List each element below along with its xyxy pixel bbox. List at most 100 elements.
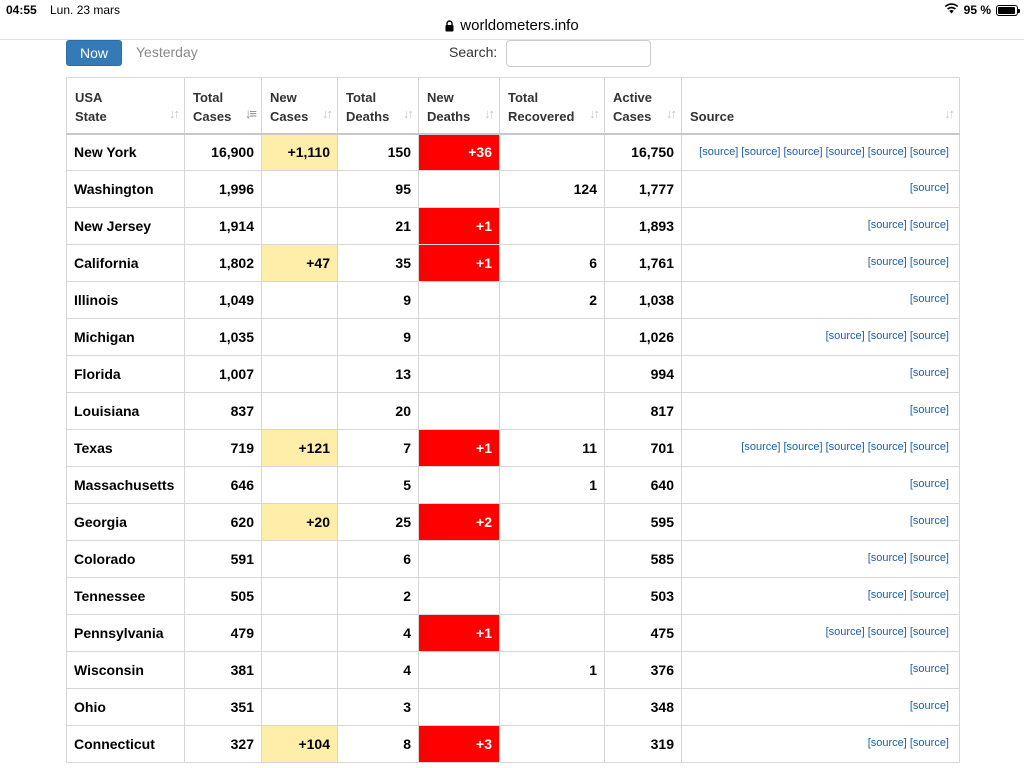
source-link[interactable]: [source] (825, 145, 865, 158)
cell-active-cases: 319 (604, 725, 682, 763)
cell-new-cases (261, 577, 338, 615)
cell-active-cases: 16,750 (604, 133, 682, 171)
cell-state: Connecticut (66, 725, 185, 763)
source-link[interactable]: [source] (909, 441, 949, 453)
source-link[interactable]: [source] (867, 330, 907, 342)
cell-total-deaths: 6 (337, 540, 419, 578)
cell-total-recovered: 124 (499, 170, 605, 208)
source-link[interactable]: [source] (909, 663, 949, 675)
cell-active-cases: 817 (604, 392, 682, 430)
cell-state: Washington (66, 170, 185, 208)
column-header-source[interactable]: Source ↓↑ (681, 77, 960, 135)
source-link[interactable]: [source] (909, 737, 949, 749)
cell-total-deaths: 20 (337, 392, 419, 430)
column-header-total-deaths[interactable]: Total Deaths ↓↑ (337, 77, 419, 135)
source-link[interactable]: [source] (867, 552, 907, 564)
cell-new-deaths (418, 651, 500, 689)
wifi-icon (944, 3, 959, 17)
source-link[interactable]: [source] (909, 478, 949, 490)
cell-total-deaths: 9 (337, 281, 419, 319)
source-link[interactable]: [source] (909, 367, 949, 379)
cell-sources: [source] (681, 170, 960, 208)
cell-active-cases: 503 (604, 577, 682, 615)
source-link[interactable]: [source] (909, 145, 949, 158)
source-link[interactable]: [source] (909, 552, 949, 564)
source-link[interactable]: [source] (909, 589, 949, 601)
source-link[interactable]: [source] (867, 737, 907, 749)
column-header-new-cases[interactable]: New Cases ↓↑ (261, 77, 338, 135)
cell-state: Ohio (66, 688, 185, 726)
column-header-active-cases[interactable]: Active Cases ↓↑ (604, 77, 682, 135)
cell-active-cases: 994 (604, 355, 682, 393)
cell-total-deaths: 95 (337, 170, 419, 208)
cell-new-cases (261, 207, 338, 245)
cell-total-recovered: 1 (499, 651, 605, 689)
usa-states-table: USA State ↓↑ Total Cases ↓≡ New Cases ↓↑ Total… (66, 77, 960, 763)
source-link[interactable]: [source] (867, 441, 907, 453)
cell-total-cases: 1,049 (184, 281, 262, 319)
yesterday-tab-button[interactable]: Yesterday (136, 44, 198, 60)
source-link[interactable]: [source] (909, 256, 949, 268)
cell-sources: [source] [source] (681, 725, 960, 763)
column-header-total-recovered[interactable]: Total Recovered ↓↑ (499, 77, 605, 135)
table-body: New York 16,900 +1,110 150 +36 16,750 [source]… (66, 133, 960, 763)
cell-new-cases: +47 (261, 244, 338, 282)
column-header-new-deaths[interactable]: New Deaths ↓↑ (418, 77, 500, 135)
address-bar[interactable]: worldometers.info (0, 16, 1024, 40)
cell-active-cases: 376 (604, 651, 682, 689)
source-link[interactable]: [source] (867, 145, 907, 158)
source-link[interactable]: [source] (867, 219, 907, 231)
source-link[interactable]: [source] (741, 145, 781, 158)
cell-sources: [source] (681, 503, 960, 541)
sort-icon: ↓↑ (169, 105, 180, 121)
cell-sources: [source] (681, 688, 960, 726)
cell-total-deaths: 25 (337, 503, 419, 541)
source-link[interactable]: [source] (825, 626, 865, 638)
cell-active-cases: 1,761 (604, 244, 682, 282)
cell-new-deaths (418, 688, 500, 726)
sort-icon: ↓↑ (944, 105, 955, 121)
battery-icon (996, 4, 1020, 16)
source-link[interactable]: [source] (867, 256, 907, 268)
search-input[interactable] (506, 40, 651, 67)
cell-state: Massachusetts (66, 466, 185, 504)
cell-new-cases (261, 688, 338, 726)
cell-new-cases (261, 355, 338, 393)
source-link[interactable]: [source] (909, 700, 949, 712)
cell-state: Wisconsin (66, 651, 185, 689)
table-row: New York 16,900 +1,110 150 +36 16,750 [source]… (66, 133, 960, 171)
source-link[interactable]: [source] (909, 293, 949, 305)
cell-state: New York (66, 133, 185, 171)
source-link[interactable]: [source] (909, 626, 949, 638)
cell-total-cases: 327 (184, 725, 262, 763)
column-header-total-cases[interactable]: Total Cases ↓≡ (184, 77, 262, 135)
cell-active-cases: 595 (604, 503, 682, 541)
source-link[interactable]: [source] (825, 441, 865, 453)
cell-new-deaths: +1 (418, 244, 500, 282)
source-link[interactable]: [source] (867, 589, 907, 601)
source-link[interactable]: [source] (741, 441, 781, 453)
cell-new-deaths (418, 392, 500, 430)
sort-icon: ↓↑ (403, 105, 414, 121)
cell-sources: [source] (681, 651, 960, 689)
source-link[interactable]: [source] (699, 145, 739, 158)
cell-new-deaths (418, 355, 500, 393)
cell-total-deaths: 9 (337, 318, 419, 356)
cell-total-recovered: 6 (499, 244, 605, 282)
source-link[interactable]: [source] (909, 182, 949, 194)
source-link[interactable]: [source] (909, 219, 949, 231)
source-link[interactable]: [source] (783, 145, 823, 158)
now-tab-button[interactable]: Now (66, 40, 122, 66)
source-link[interactable]: [source] (909, 515, 949, 527)
source-link[interactable]: [source] (783, 441, 823, 453)
column-header-state[interactable]: USA State ↓↑ (66, 77, 185, 135)
table-row: Pennsylvania 479 4 +1 475 [source] [source] [so… (66, 614, 960, 652)
source-link[interactable]: [source] (867, 626, 907, 638)
url-display[interactable]: worldometers.info (445, 17, 579, 34)
source-link[interactable]: [source] (825, 330, 865, 342)
source-link[interactable]: [source] (909, 404, 949, 416)
cell-total-cases: 1,996 (184, 170, 262, 208)
cell-new-cases (261, 318, 338, 356)
cell-new-deaths (418, 281, 500, 319)
source-link[interactable]: [source] (909, 330, 949, 342)
